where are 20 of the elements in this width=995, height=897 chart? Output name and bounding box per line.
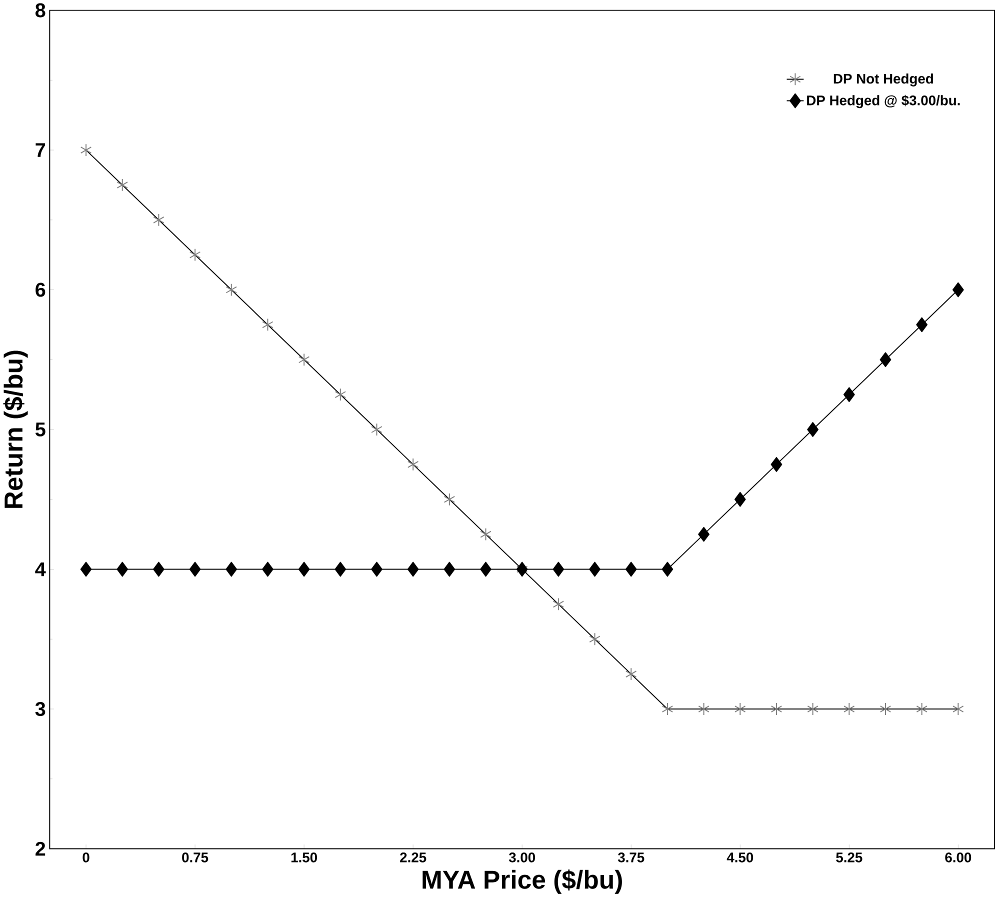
y-axis-title: Return ($/bu)	[3, 350, 28, 508]
x-tick-label: 6.00	[945, 852, 972, 862]
x-tick-label: 3.00	[508, 852, 536, 862]
x-tick-label: 0	[82, 852, 90, 862]
x-axis-title: MYA Price ($/bu)	[422, 869, 622, 894]
y-tick-label: 4	[35, 562, 46, 576]
y-tick-label: 8	[35, 3, 46, 18]
y-tick-label: 6	[36, 282, 46, 297]
y-tick-label: 5	[35, 422, 46, 436]
legend-label: DP Not Hedged	[834, 73, 933, 86]
y-tick-label: 3	[35, 702, 46, 716]
x-tick-label: 4.50	[726, 852, 754, 862]
x-tick-label: 0.75	[182, 852, 208, 862]
legend-label: DP Hedged @ $3.00/bu.	[807, 94, 960, 108]
y-tick-label: 2	[36, 842, 46, 856]
y-tick-label: 7	[36, 143, 46, 157]
x-tick-label: 1.50	[291, 852, 317, 862]
x-tick-label: 3.75	[618, 852, 644, 862]
x-tick-label: 2.25	[400, 852, 426, 862]
x-tick-label: 5.25	[836, 852, 862, 862]
